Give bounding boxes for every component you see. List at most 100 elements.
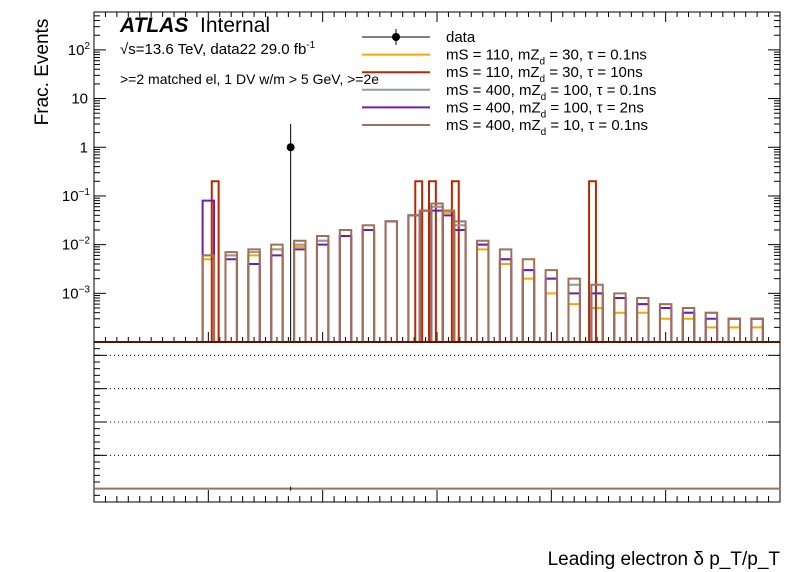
series-2-spike	[450, 180, 460, 342]
series-3-bin	[407, 214, 421, 342]
series-1-bin	[476, 248, 490, 342]
legend-text: = 100, τ = 2ns	[546, 99, 644, 116]
y-tick-base: 10	[62, 188, 79, 205]
legend-text: = 100, τ = 0.1ns	[546, 82, 656, 99]
legend-entry-3: mS = 400, mZd = 100, τ = 0.1ns	[446, 82, 656, 103]
y-tick-base: 1	[80, 139, 88, 156]
series-1-bin	[361, 228, 376, 342]
series-5-bin	[681, 306, 696, 342]
lower-axes	[93, 341, 781, 503]
series-5-bin	[521, 258, 536, 342]
legend-text: = 10, τ = 0.1ns	[546, 117, 648, 134]
series-2-spike	[427, 180, 437, 342]
series-3-bin	[224, 254, 238, 342]
series-5-bin	[224, 251, 238, 342]
series-1-bin	[590, 306, 604, 342]
series-3-bin	[453, 224, 467, 342]
series-5-bin	[247, 248, 261, 342]
data-point	[286, 143, 295, 152]
y-tick-base: 10	[62, 285, 79, 302]
series-5-bin	[270, 243, 284, 342]
legend-entry-4: mS = 400, mZd = 100, τ = 2ns	[446, 99, 644, 120]
legend-subscript: d	[541, 92, 547, 103]
upper-series	[94, 124, 780, 343]
y-tick-base: 10	[68, 42, 85, 59]
series-5-bin	[338, 228, 353, 342]
energy-text: √s=13.6 TeV, data22 29.0 fb	[120, 41, 306, 58]
y-tick-exponent: −2	[79, 236, 91, 247]
series-4-bin	[430, 209, 444, 342]
y-tick-label: 10−1	[62, 187, 91, 205]
series-4-bin	[361, 228, 376, 342]
legend-entry-0: data	[446, 29, 476, 46]
y-tick-base: 10	[62, 237, 79, 254]
series-5-bin	[658, 303, 673, 342]
series-4-bin	[476, 243, 490, 342]
series-5-bin	[590, 283, 604, 342]
series-5-bin	[476, 239, 490, 342]
y-tick-label: 10	[71, 91, 88, 108]
series-5-bin	[201, 254, 216, 342]
series-5-bin	[613, 292, 627, 342]
series-5-bin	[293, 239, 307, 342]
series-1-bin	[521, 277, 536, 342]
series-3-bin	[247, 251, 261, 342]
series-1-bin	[384, 220, 398, 342]
series-5-bin	[407, 214, 421, 342]
series-5-bin	[636, 297, 650, 342]
series-1-bin	[567, 303, 581, 342]
series-1-bin	[270, 248, 284, 342]
series-1-bin	[315, 239, 330, 342]
legend-text: mS = 110, mZ	[446, 47, 540, 64]
series-5-bin	[430, 202, 444, 342]
legend-marker-point	[392, 33, 400, 41]
series-3-bin	[384, 220, 398, 342]
series-4-bin	[224, 258, 238, 342]
legend-text: = 30, τ = 0.1ns	[545, 47, 647, 64]
series-3-bin	[430, 205, 444, 342]
lower-frame	[93, 341, 781, 503]
series-3-bin	[476, 243, 490, 342]
series-1-bin	[338, 235, 353, 342]
series-5-bin	[750, 317, 764, 342]
series-4-bin	[407, 214, 421, 342]
series-4-bin	[590, 292, 604, 342]
series-3-bin	[270, 248, 284, 342]
energy-exponent: -1	[306, 40, 315, 51]
series-5-bin	[704, 311, 719, 342]
legend-text: = 30, τ = 10ns	[545, 64, 643, 81]
series-3-bin	[498, 258, 513, 342]
series-5-bin	[567, 277, 581, 342]
y-tick-label: 10−2	[62, 236, 91, 254]
legend-entry-1: mS = 110, mZd = 30, τ = 0.1ns	[446, 47, 647, 68]
series-2-spike	[588, 180, 597, 342]
series-3-bin	[636, 303, 650, 342]
legend-subscript: d	[541, 109, 547, 120]
legend-text: mS = 400, mZ	[446, 82, 541, 99]
y-tick-base: 10	[71, 91, 88, 108]
series-1-bin	[453, 228, 467, 342]
y-tick-label: 10−3	[62, 284, 91, 302]
legend-entry-5: mS = 400, mZd = 10, τ = 0.1ns	[446, 117, 648, 138]
series-5-bin	[498, 248, 513, 342]
series-3-bin	[521, 269, 536, 342]
y-tick-exponent: −3	[79, 284, 91, 295]
series-5-bin	[544, 269, 559, 342]
legend-subscript: d	[541, 127, 547, 138]
series-5-bin	[361, 224, 376, 342]
y-tick-label: 102	[68, 41, 91, 59]
series-5-bin	[315, 235, 330, 342]
series-4-bin	[567, 292, 581, 342]
series-2-spike	[414, 180, 424, 342]
series-4-bin	[247, 263, 261, 342]
y-axis-title: Frac. Events	[32, 19, 53, 126]
legend-text: mS = 110, mZ	[446, 64, 540, 81]
legend-subscript: d	[540, 74, 546, 85]
series-1-bin	[247, 254, 261, 342]
energy-label: √s=13.6 TeV, data22 29.0 fb-1	[120, 40, 316, 58]
series-4-bin	[453, 228, 467, 342]
series-3-bin	[613, 297, 627, 342]
